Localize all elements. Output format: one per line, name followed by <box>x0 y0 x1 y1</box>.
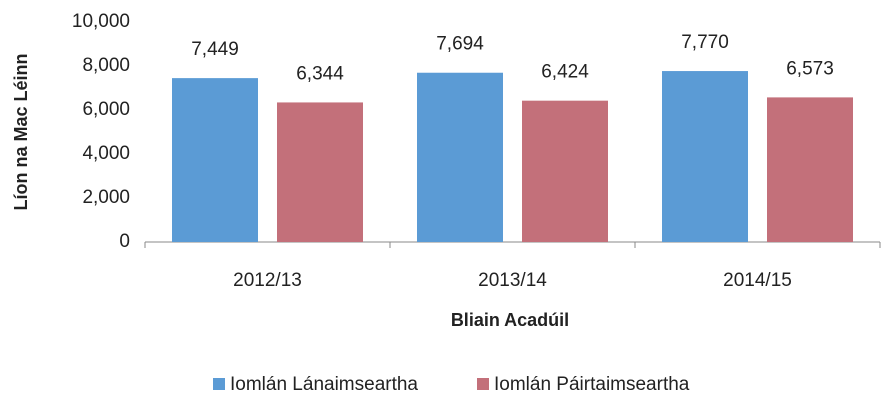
bar <box>277 102 363 242</box>
value-label: 6,424 <box>541 62 589 83</box>
x-tick-label: 2014/15 <box>723 270 792 291</box>
value-label: 6,344 <box>296 63 344 84</box>
x-tick-label: 2012/13 <box>233 270 302 291</box>
y-tick-label: 6,000 <box>82 99 130 120</box>
value-label: 7,770 <box>681 32 729 53</box>
y-tick-label: 4,000 <box>82 143 130 164</box>
x-tick-label: 2013/14 <box>478 270 547 291</box>
legend-label: Iomlán Páirtaimseartha <box>494 374 690 395</box>
bar <box>522 100 608 242</box>
legend-label: Iomlán Lánaimseartha <box>230 374 418 395</box>
bar <box>767 97 853 242</box>
bar <box>662 71 748 242</box>
y-tick-label: 0 <box>119 231 130 252</box>
legend-swatch <box>477 378 489 390</box>
value-label: 6,573 <box>786 58 834 79</box>
bar <box>417 72 503 243</box>
y-tick-label: 2,000 <box>82 187 130 208</box>
y-tick-label: 10,000 <box>72 11 130 32</box>
y-tick-label: 8,000 <box>82 55 130 76</box>
value-label: 7,449 <box>191 39 239 60</box>
legend-swatch <box>213 378 225 390</box>
x-axis-title: Bliain Acadúil <box>451 310 569 330</box>
bar <box>172 78 258 242</box>
value-label: 7,694 <box>436 34 484 55</box>
y-axis-title: Líon na Mac Léinn <box>11 53 31 210</box>
